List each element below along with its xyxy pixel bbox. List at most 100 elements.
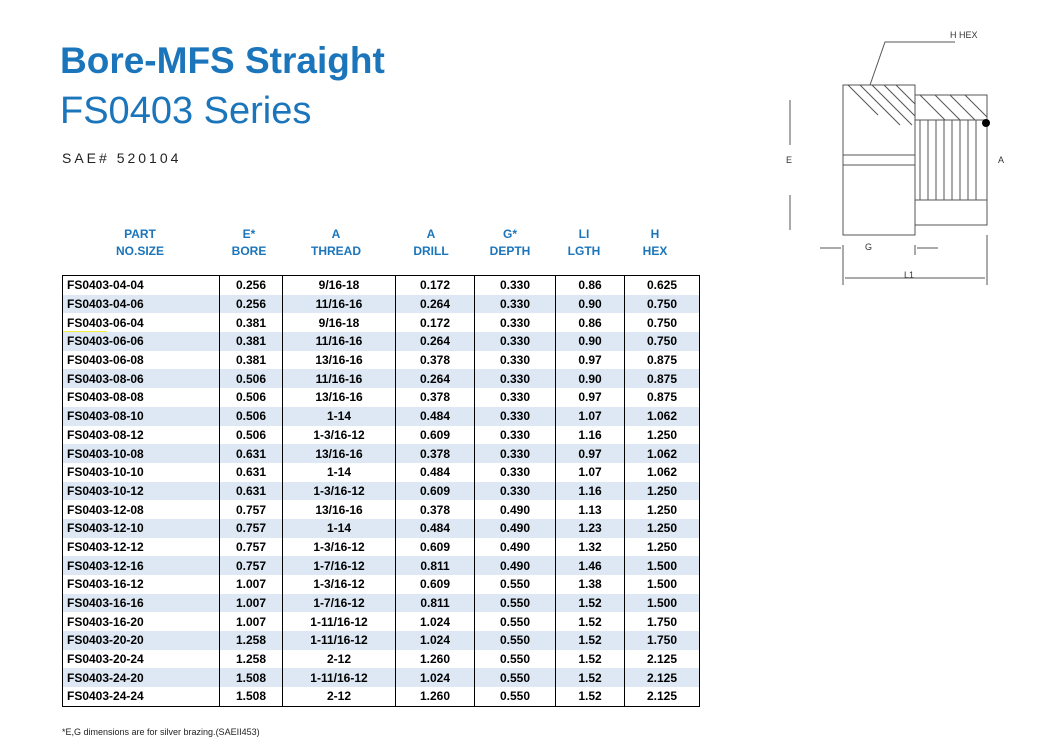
- table-cell: 0.750: [624, 332, 700, 351]
- table-cell: 13/16-16: [282, 444, 396, 463]
- table-cell: 1-7/16-12: [282, 593, 396, 613]
- table-cell: 1.16: [555, 425, 625, 445]
- table-cell: 0.757: [219, 500, 283, 519]
- table-cell: 0.625: [624, 275, 700, 295]
- table-cell: 1-14: [282, 518, 396, 538]
- table-cell: FS0403-20-20: [62, 631, 220, 650]
- table-row: FS0403-04-04 0.256 9/16-18 0.172 0.330 0.86 0.…: [62, 275, 700, 295]
- table-cell: 0.609: [395, 537, 475, 557]
- table-cell: 0.256: [219, 294, 283, 314]
- table-cell: 2-12: [282, 687, 396, 707]
- header-line: PART: [124, 227, 156, 241]
- table-cell: 0.86: [555, 313, 625, 333]
- diagram-label: E: [786, 155, 792, 165]
- table-row: FS0403-24-20 1.508 1-11/16-12 1.024 0.550 1.5…: [62, 668, 700, 688]
- table-cell: 0.550: [474, 668, 556, 688]
- table-row: FS0403-10-10 0.631 1-14 0.484 0.330 1.07 1.062: [62, 462, 700, 482]
- table-cell: FS0403-10-12: [62, 481, 220, 501]
- table-cell: 0.750: [624, 294, 700, 314]
- table-cell: FS0403-08-08: [62, 388, 220, 407]
- table-cell: 11/16-16: [282, 369, 396, 389]
- header-line: G*: [502, 227, 517, 241]
- table-cell: 1.260: [395, 687, 475, 707]
- table-row: FS0403-12-10 0.757 1-14 0.484 0.490 1.23 1.250: [62, 518, 700, 538]
- table-cell: FS0403-16-16: [62, 593, 220, 613]
- header-line: H: [650, 227, 660, 241]
- table-cell: 0.484: [395, 406, 475, 426]
- table-cell: 1.024: [395, 631, 475, 650]
- column-header: H HEX: [618, 226, 692, 260]
- header-line: A: [426, 227, 436, 241]
- table-row: FS0403-16-12 1.007 1-3/16-12 0.609 0.550 1.38…: [62, 575, 700, 594]
- table-cell: 0.811: [395, 556, 475, 575]
- table-cell: 0.97: [555, 388, 625, 407]
- table-cell: 1.500: [624, 556, 700, 575]
- table-row: FS0403-12-16 0.757 1-7/16-12 0.811 0.490 1.46…: [62, 556, 700, 575]
- header-line: E*: [242, 227, 256, 241]
- table-row: FS0403-10-08 0.631 13/16-16 0.378 0.330 0.97 1…: [62, 444, 700, 463]
- table-row: FS0403-16-20 1.007 1-11/16-12 1.024 0.550 1.5…: [62, 612, 700, 632]
- table-cell: FS0403-16-20: [62, 612, 220, 632]
- table-cell: 0.172: [395, 313, 475, 333]
- table-cell: FS0403-08-12: [62, 425, 220, 445]
- table-cell: 0.381: [219, 313, 283, 333]
- table-cell: FS0403-12-08: [62, 500, 220, 519]
- table-cell: 1.750: [624, 612, 700, 632]
- table-cell: 0.631: [219, 444, 283, 463]
- table-cell: 0.90: [555, 294, 625, 314]
- header-line: DEPTH: [489, 244, 531, 258]
- table-cell: 0.97: [555, 350, 625, 370]
- table-cell: 1.32: [555, 537, 625, 557]
- table-cell: 0.550: [474, 612, 556, 632]
- column-header: LI LGTH: [550, 226, 618, 260]
- table-row: FS0403-04-06 0.256 11/16-16 0.264 0.330 0.90 0…: [62, 294, 700, 314]
- table-cell: 0.264: [395, 369, 475, 389]
- table-cell: 1.500: [624, 593, 700, 613]
- table-cell: 1-3/16-12: [282, 425, 396, 445]
- table-cell: 1.062: [624, 444, 700, 463]
- table-cell: FS0403-08-10: [62, 406, 220, 426]
- table-cell: 0.330: [474, 294, 556, 314]
- table-row: FS0403-08-08 0.506 13/16-16 0.378 0.330 0.97 0…: [62, 388, 700, 407]
- table-cell: FS0403-12-16: [62, 556, 220, 575]
- table-cell: 0.378: [395, 350, 475, 370]
- table-cell: FS0403-04-04: [62, 275, 220, 295]
- table-cell: 0.484: [395, 518, 475, 538]
- table-cell: 0.506: [219, 388, 283, 407]
- table-cell: 1.23: [555, 518, 625, 538]
- table-cell: 1.16: [555, 481, 625, 501]
- table-cell: 1.250: [624, 537, 700, 557]
- table-cell: 0.490: [474, 500, 556, 519]
- footnote: *E,G dimensions are for silver brazing.(…: [62, 727, 260, 737]
- table-cell: 1-14: [282, 462, 396, 482]
- table-row: FS0403-20-20 1.258 1-11/16-12 1.024 0.550 1.5…: [62, 631, 700, 650]
- table-cell: 1.508: [219, 668, 283, 688]
- table-cell: 1-3/16-12: [282, 537, 396, 557]
- table-cell: 0.378: [395, 388, 475, 407]
- spec-table: FS0403-04-04 0.256 9/16-18 0.172 0.330 0.86 0.…: [62, 275, 700, 707]
- table-cell: FS0403-08-06: [62, 369, 220, 389]
- table-cell: 1.007: [219, 612, 283, 632]
- table-cell: 0.609: [395, 575, 475, 594]
- table-cell: 0.90: [555, 332, 625, 351]
- table-cell: 0.609: [395, 481, 475, 501]
- table-cell: 1.52: [555, 631, 625, 650]
- table-cell: 1-11/16-12: [282, 631, 396, 650]
- table-cell: FS0403-16-12: [62, 575, 220, 594]
- table-cell: FS0403-20-24: [62, 649, 220, 669]
- column-header: G* DEPTH: [470, 226, 550, 260]
- diagram: H HEX E A G L1: [786, 30, 1004, 285]
- table-cell: 0.330: [474, 332, 556, 351]
- table-cell: 0.631: [219, 481, 283, 501]
- table-cell: 2-12: [282, 649, 396, 669]
- header-line: LI: [578, 227, 590, 241]
- table-cell: 0.378: [395, 500, 475, 519]
- table-cell: FS0403-12-10: [62, 518, 220, 538]
- table-cell: 1.258: [219, 631, 283, 650]
- table-cell: 1.52: [555, 649, 625, 669]
- table-cell: 1.062: [624, 462, 700, 482]
- table-cell: 1.258: [219, 649, 283, 669]
- table-cell: 1.07: [555, 406, 625, 426]
- table-row: FS0403-06-06 0.381 11/16-16 0.264 0.330 0.90 0…: [62, 332, 700, 351]
